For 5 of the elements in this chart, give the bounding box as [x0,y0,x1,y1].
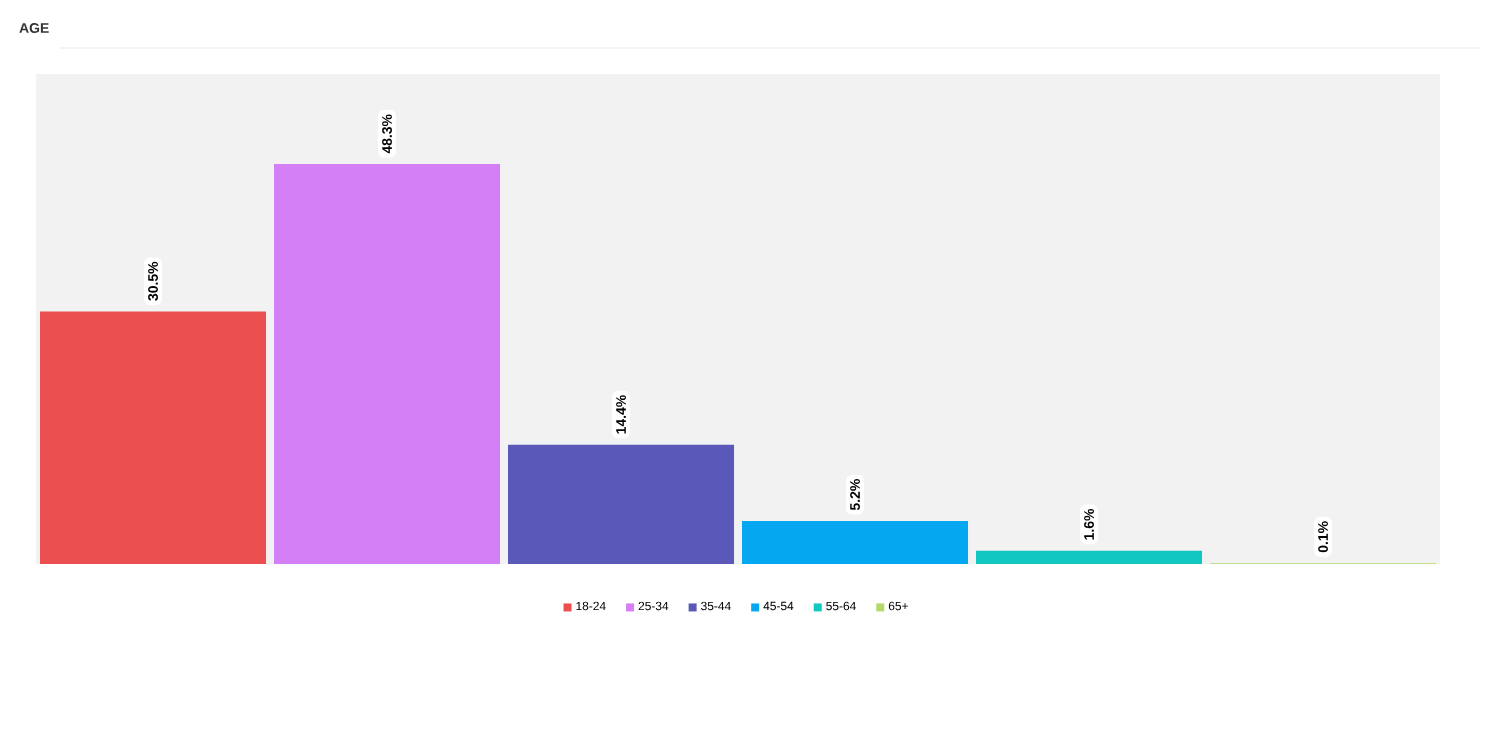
bar [742,520,969,564]
bar [40,311,267,564]
bar [274,163,501,564]
bar [976,550,1203,564]
bar [508,444,735,564]
